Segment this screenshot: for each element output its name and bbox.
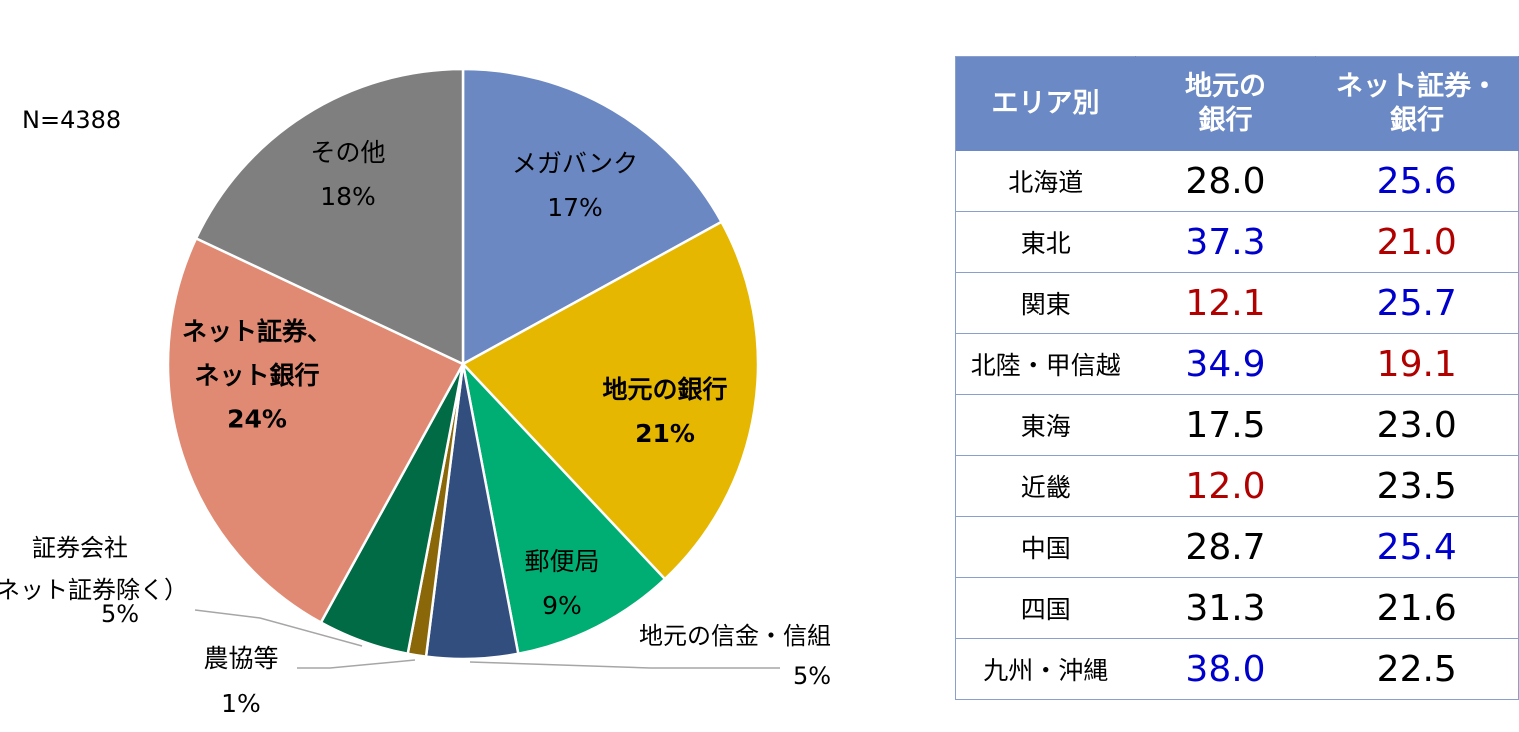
slice-label: その他 18% bbox=[310, 138, 385, 211]
table-row: 東北 37.3 21.0 bbox=[955, 211, 1519, 273]
net-bank-cell: 21.6 bbox=[1315, 577, 1519, 639]
sample-size-label: N=4388 bbox=[22, 106, 122, 134]
pie-slice bbox=[194, 67, 465, 366]
table-row: 中国 28.7 25.4 bbox=[955, 516, 1519, 578]
pie-slice bbox=[460, 220, 760, 581]
region-cell: 近畿 bbox=[955, 455, 1136, 517]
area-table: エリア別 地元の 銀行 ネット証券・ 銀行 北海道 28.0 25.6 東北 37.3 21.… bbox=[955, 56, 1519, 700]
table-row: 東海 17.5 23.0 bbox=[955, 394, 1519, 456]
net-bank-cell: 22.5 bbox=[1315, 638, 1519, 700]
table-row: 北陸・甲信越 34.9 19.1 bbox=[955, 333, 1519, 395]
pie-chart: メガバンク 17% 地元の銀行 21% 郵便局 9% 地元の信金・信組 5% 農協等 1% 証券会社… bbox=[0, 67, 831, 718]
region-cell: 東海 bbox=[955, 394, 1136, 456]
local-bank-cell: 31.3 bbox=[1135, 577, 1316, 639]
net-bank-cell: 25.6 bbox=[1315, 151, 1519, 212]
table-row: 関東 12.1 25.7 bbox=[955, 272, 1519, 334]
table-header-row: エリア別 地元の 銀行 ネット証券・ 銀行 bbox=[955, 56, 1519, 151]
local-bank-cell: 17.5 bbox=[1135, 394, 1316, 456]
net-bank-cell: 23.0 bbox=[1315, 394, 1519, 456]
table-row: 近畿 12.0 23.5 bbox=[955, 455, 1519, 517]
net-bank-cell: 25.7 bbox=[1315, 272, 1519, 334]
leader-line bbox=[194, 609, 363, 647]
region-cell: 四国 bbox=[955, 577, 1136, 639]
slice-percent: 5% bbox=[793, 662, 831, 690]
local-bank-cell: 12.1 bbox=[1135, 272, 1316, 334]
leader-line bbox=[297, 659, 416, 669]
region-cell: 東北 bbox=[955, 211, 1136, 273]
header-net-bank: ネット証券・ 銀行 bbox=[1315, 56, 1519, 151]
region-cell: 関東 bbox=[955, 272, 1136, 334]
slice-label: 農協等 bbox=[203, 644, 278, 673]
local-bank-cell: 37.3 bbox=[1135, 211, 1316, 273]
slice-label: 証券会社（ネット証券除く） bbox=[0, 534, 188, 604]
pie-slice bbox=[461, 67, 724, 367]
region-cell: 北陸・甲信越 bbox=[955, 333, 1136, 395]
table-row: 九州・沖縄 38.0 22.5 bbox=[955, 638, 1519, 700]
leader-line bbox=[469, 661, 780, 669]
table-row: 四国 31.3 21.6 bbox=[955, 577, 1519, 639]
region-cell: 九州・沖縄 bbox=[955, 638, 1136, 700]
slice-label: メガバンク 17% bbox=[512, 149, 638, 222]
slice-label: 地元の銀行 21% bbox=[602, 375, 727, 448]
pie-slice bbox=[460, 360, 667, 656]
region-cell: 中国 bbox=[955, 516, 1136, 578]
slice-label: ネット証券、ネット銀行 24% bbox=[182, 317, 332, 434]
pie-slice bbox=[166, 236, 465, 625]
local-bank-cell: 28.7 bbox=[1135, 516, 1316, 578]
header-area: エリア別 bbox=[955, 56, 1136, 151]
slice-percent: 5% bbox=[101, 600, 139, 628]
local-bank-cell: 28.0 bbox=[1135, 151, 1316, 212]
slice-label: 郵便局 9% bbox=[524, 547, 599, 620]
table-row: 北海道 28.0 25.6 bbox=[955, 151, 1519, 212]
slice-percent: 1% bbox=[221, 689, 261, 718]
region-cell: 北海道 bbox=[955, 151, 1136, 212]
local-bank-cell: 38.0 bbox=[1135, 638, 1316, 700]
net-bank-cell: 21.0 bbox=[1315, 211, 1519, 273]
header-local-bank: 地元の 銀行 bbox=[1135, 56, 1316, 151]
net-bank-cell: 25.4 bbox=[1315, 516, 1519, 578]
net-bank-cell: 23.5 bbox=[1315, 455, 1519, 517]
net-bank-cell: 19.1 bbox=[1315, 333, 1519, 395]
local-bank-cell: 12.0 bbox=[1135, 455, 1316, 517]
slice-label: 地元の信金・信組 bbox=[639, 622, 831, 650]
local-bank-cell: 34.9 bbox=[1135, 333, 1316, 395]
